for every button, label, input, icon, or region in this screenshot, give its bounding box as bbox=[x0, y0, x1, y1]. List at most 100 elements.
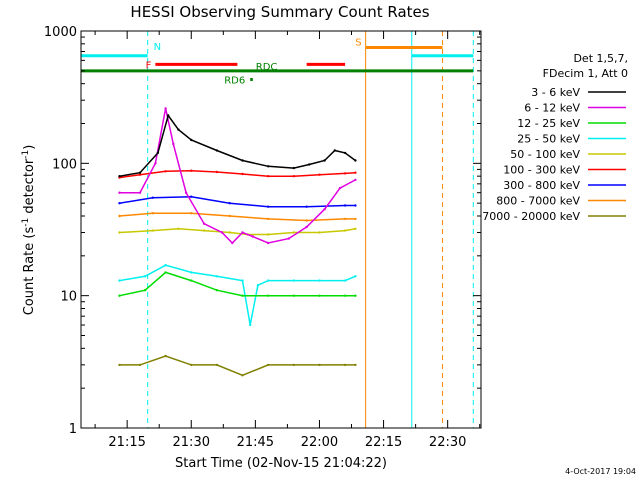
point-800-7000-kev-5 bbox=[305, 219, 308, 222]
point-100-300-kev-3 bbox=[190, 169, 193, 172]
xtick-label-22-15: 22:15 bbox=[365, 435, 402, 450]
legend-header-line-2: FDecim 1, Att 0 bbox=[543, 67, 628, 80]
point-6-12-kev-11 bbox=[267, 241, 270, 245]
point-6-12-kev-3 bbox=[164, 107, 167, 110]
point-300-800-kev-5 bbox=[305, 205, 308, 208]
point-12-25-kev-1 bbox=[143, 289, 147, 292]
point-300-800-kev-6 bbox=[343, 204, 347, 207]
point-6-12-kev-12 bbox=[287, 237, 290, 240]
point-50-100-kev-1 bbox=[151, 229, 154, 232]
legend-label-50-100-kev: 50 - 100 keV bbox=[510, 148, 580, 161]
ytick-label-10: 10 bbox=[60, 290, 77, 305]
point-3-6-kev-9 bbox=[292, 166, 295, 170]
point-12-25-kev-10 bbox=[354, 294, 357, 297]
point-25-50-kev-5 bbox=[241, 279, 244, 282]
point-3-6-kev-4 bbox=[177, 128, 180, 131]
point-25-50-kev-2 bbox=[164, 264, 167, 267]
point-50-100-kev-4 bbox=[228, 231, 231, 234]
point-300-800-kev-4 bbox=[267, 205, 270, 208]
point-3-6-kev-5 bbox=[190, 138, 193, 142]
point-12-25-kev-9 bbox=[343, 294, 347, 297]
point-7000-20000-kev-10 bbox=[354, 363, 357, 367]
y-axis: 1 10 100 1000 bbox=[44, 25, 481, 437]
legend-label-7000-20000-kev: 7000 - 20000 keV bbox=[482, 210, 580, 223]
flag-s-label: S bbox=[355, 38, 361, 49]
point-50-100-kev-9 bbox=[343, 229, 347, 232]
point-7000-20000-kev-5 bbox=[241, 374, 244, 377]
point-3-6-kev-0 bbox=[118, 175, 121, 178]
legend-label-6-12-kev: 6 - 12 keV bbox=[524, 102, 580, 115]
plot-frame bbox=[80, 30, 482, 429]
series-12-25-kev bbox=[119, 271, 356, 297]
point-100-300-kev-8 bbox=[318, 173, 321, 176]
legend-label-12-25-kev: 12 - 25 keV bbox=[517, 117, 580, 130]
point-100-300-kev-6 bbox=[267, 175, 270, 178]
point-12-25-kev-8 bbox=[318, 294, 321, 297]
point-6-12-kev-6 bbox=[202, 222, 206, 225]
point-3-6-kev-2 bbox=[156, 151, 160, 155]
point-800-7000-kev-3 bbox=[228, 214, 231, 218]
flag-rd6-label: RD6 bbox=[224, 76, 245, 87]
point-800-7000-kev-1 bbox=[151, 212, 154, 215]
legend-label-100-300-kev: 100 - 300 keV bbox=[503, 164, 580, 177]
legend-label-800-7000-kev: 800 - 7000 keV bbox=[496, 195, 580, 208]
chart-title: HESSI Observing Summary Count Rates bbox=[130, 3, 429, 21]
point-6-12-kev-10 bbox=[251, 235, 254, 238]
xtick-label-21-45: 21:45 bbox=[237, 435, 274, 450]
point-12-25-kev-0 bbox=[118, 294, 121, 297]
point-25-50-kev-7 bbox=[256, 284, 260, 287]
point-25-50-kev-1 bbox=[143, 275, 147, 278]
series-300-800-kev bbox=[119, 195, 356, 208]
ytick-label-1000: 1000 bbox=[44, 25, 77, 40]
point-12-25-kev-2 bbox=[164, 271, 167, 274]
point-100-300-kev-1 bbox=[138, 173, 142, 176]
point-7000-20000-kev-2 bbox=[164, 354, 167, 358]
point-12-25-kev-3 bbox=[190, 279, 193, 282]
point-800-7000-kev-7 bbox=[354, 217, 357, 221]
point-7000-20000-kev-9 bbox=[343, 363, 347, 367]
point-6-12-kev-7 bbox=[220, 231, 224, 234]
point-100-300-kev-10 bbox=[354, 171, 357, 174]
xtick-label-21-15: 21:15 bbox=[108, 435, 145, 450]
point-50-100-kev-7 bbox=[292, 231, 295, 234]
point-6-12-kev-13 bbox=[305, 225, 308, 229]
xtick-label-22-30: 22:30 bbox=[429, 435, 466, 450]
point-25-50-kev-10 bbox=[318, 279, 321, 282]
point-6-12-kev-15 bbox=[338, 186, 342, 190]
point-7000-20000-kev-3 bbox=[190, 363, 193, 367]
legend-header-line-1: Det 1,5,7, bbox=[573, 52, 628, 65]
legend-label-25-50-kev: 25 - 50 keV bbox=[517, 133, 580, 146]
point-50-100-kev-10 bbox=[354, 227, 357, 230]
point-300-800-kev-0 bbox=[118, 202, 121, 205]
ytick-label-100: 100 bbox=[52, 157, 77, 172]
xtick-label-21-30: 21:30 bbox=[173, 435, 210, 450]
y-axis-label: Count Rate (s-1 detector-1) bbox=[21, 145, 37, 316]
point-12-25-kev-7 bbox=[292, 294, 295, 297]
point-7000-20000-kev-0 bbox=[118, 363, 121, 367]
point-7000-20000-kev-7 bbox=[292, 363, 295, 367]
point-7000-20000-kev-1 bbox=[138, 363, 142, 367]
legend: Det 1,5,7, FDecim 1, Att 0 3 - 6 keV 6 - … bbox=[482, 52, 628, 223]
point-7000-20000-kev-8 bbox=[318, 363, 321, 367]
legend-label-300-800-kev: 300 - 800 keV bbox=[503, 179, 580, 192]
point-300-800-kev-1 bbox=[151, 196, 154, 199]
point-50-100-kev-3 bbox=[202, 229, 206, 232]
point-3-6-kev-10 bbox=[308, 163, 311, 166]
xtick-label-22-00: 22:00 bbox=[301, 435, 338, 450]
point-6-12-kev-2 bbox=[154, 162, 157, 165]
point-100-300-kev-9 bbox=[343, 172, 347, 175]
point-6-12-kev-16 bbox=[354, 178, 357, 182]
point-25-50-kev-0 bbox=[118, 279, 121, 282]
point-3-6-kev-3 bbox=[167, 114, 170, 117]
point-3-6-kev-8 bbox=[267, 165, 270, 168]
point-25-50-kev-3 bbox=[190, 271, 193, 274]
point-3-6-kev-13 bbox=[343, 151, 347, 155]
point-3-6-kev-11 bbox=[323, 159, 326, 162]
flag-f-label: F bbox=[146, 60, 152, 71]
point-6-12-kev-1 bbox=[138, 191, 142, 194]
point-25-50-kev-11 bbox=[343, 279, 347, 282]
x-axis-label: Start Time (02-Nov-15 21:04:22) bbox=[175, 456, 387, 471]
point-300-800-kev-7 bbox=[354, 204, 357, 207]
point-800-7000-kev-2 bbox=[190, 212, 193, 215]
flag-rdc-label: RDC bbox=[256, 62, 278, 73]
